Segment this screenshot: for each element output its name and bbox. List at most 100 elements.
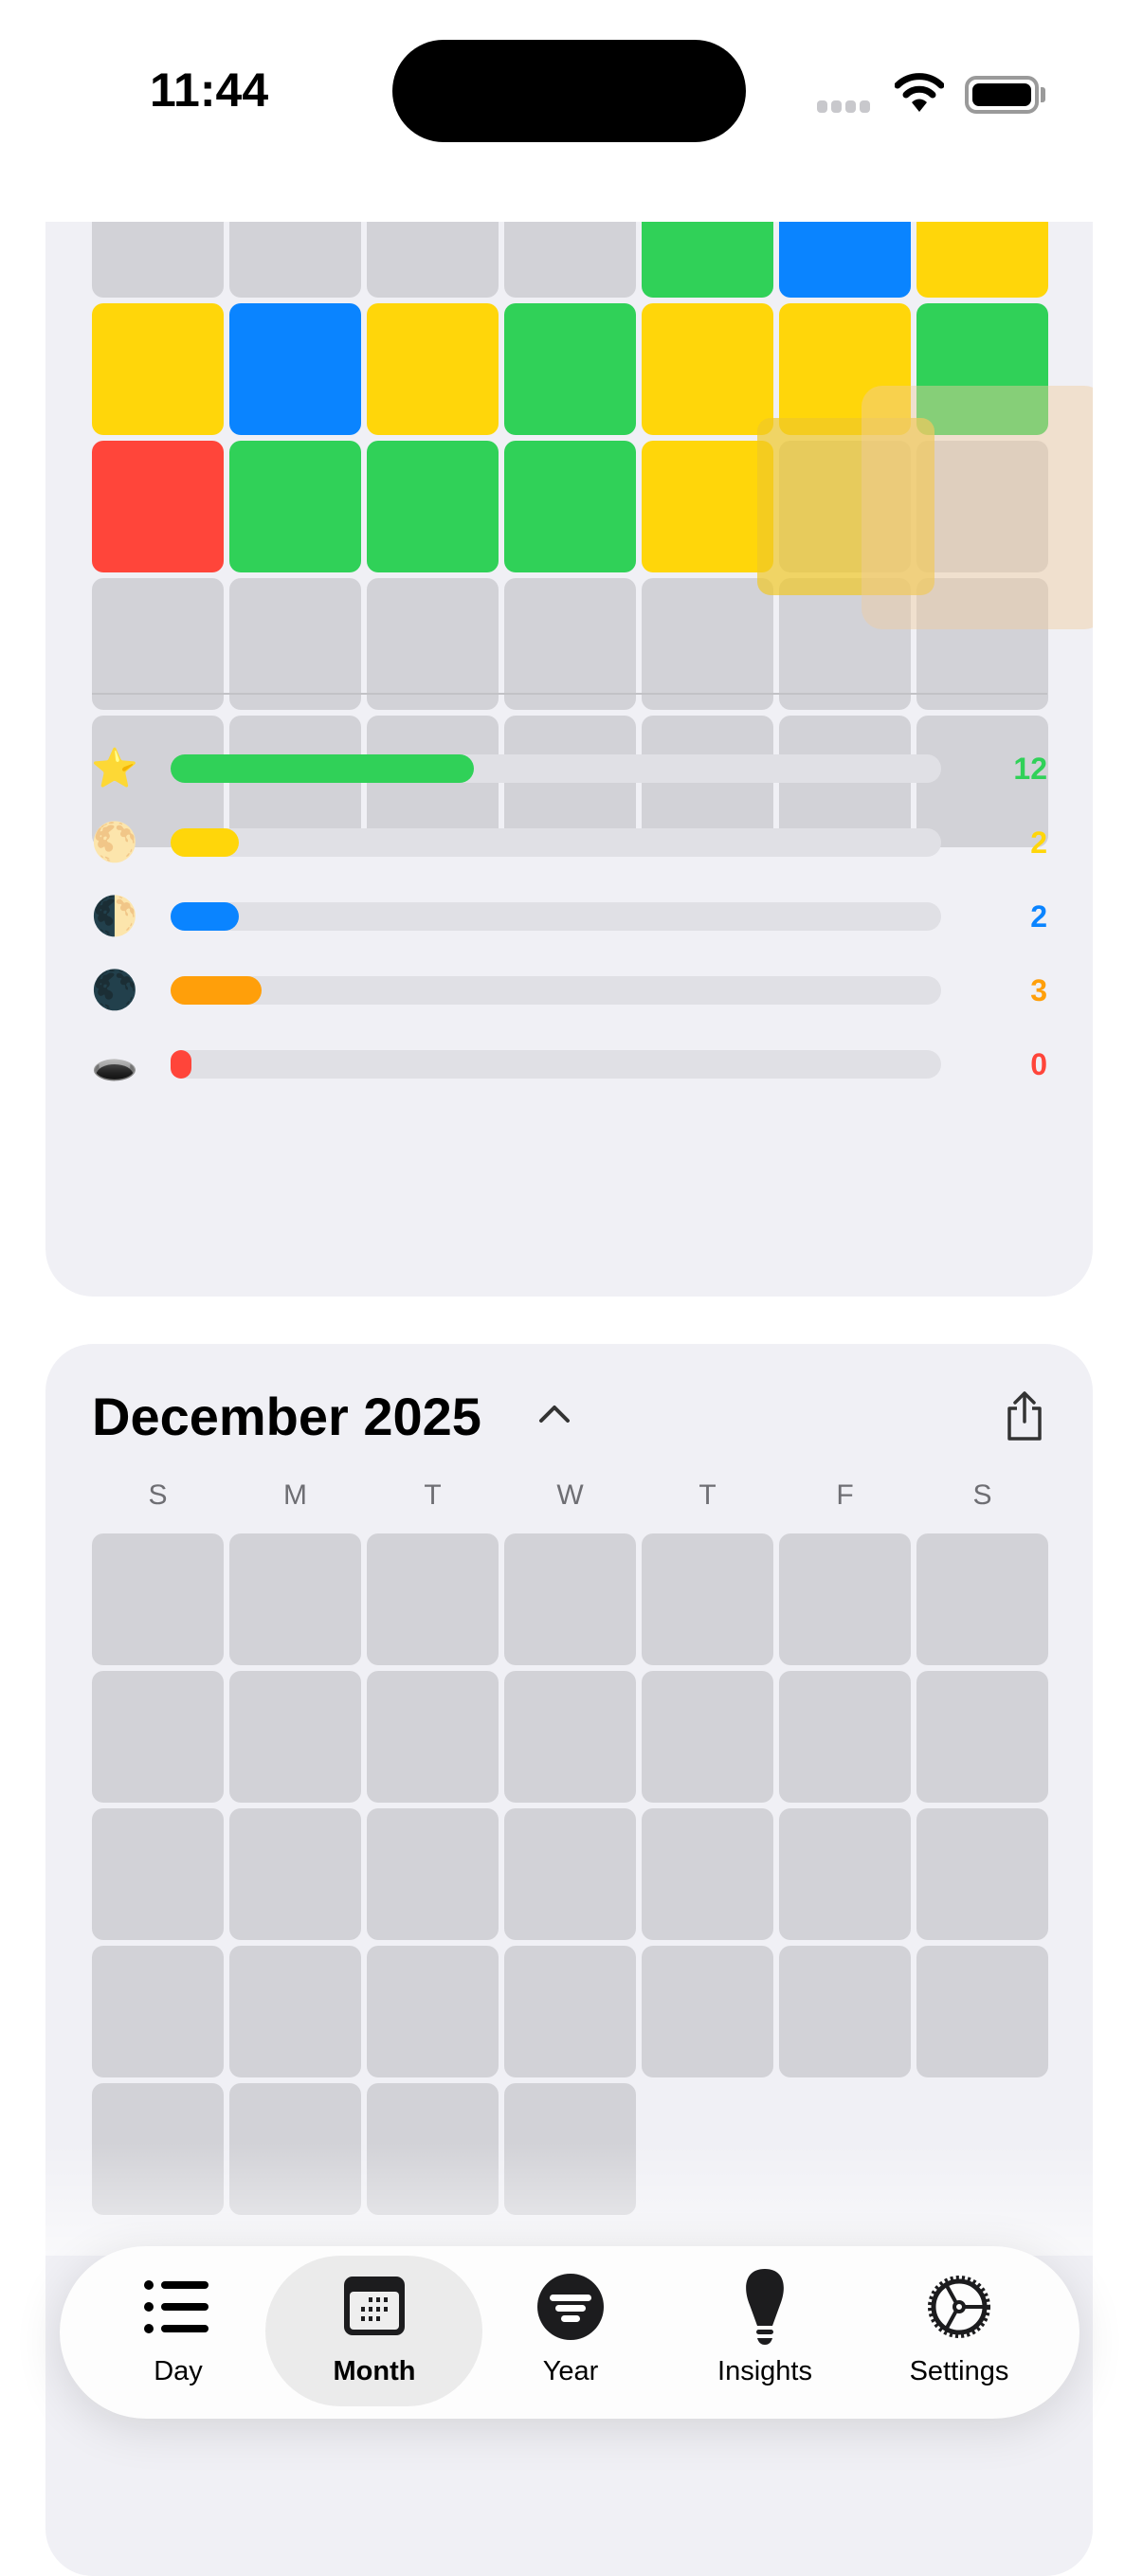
day-cell[interactable] xyxy=(229,1671,361,1803)
tab-month[interactable]: Month xyxy=(280,2246,469,2419)
calendar-icon xyxy=(344,2277,405,2335)
day-cell[interactable] xyxy=(916,303,1048,435)
day-cell[interactable] xyxy=(229,222,361,298)
day-cell[interactable] xyxy=(779,1671,911,1803)
weekday-label: T xyxy=(698,1479,717,1511)
stat-count: 2 xyxy=(1030,825,1047,860)
stat-bar-track xyxy=(171,902,941,931)
signal-icon xyxy=(817,100,827,113)
stat-bar-fill xyxy=(171,976,263,1005)
day-cell[interactable] xyxy=(779,1946,911,2077)
day-cell[interactable] xyxy=(779,578,911,710)
day-cell[interactable] xyxy=(779,303,911,435)
day-cell[interactable] xyxy=(916,222,1048,298)
stat-count: 2 xyxy=(1030,899,1047,934)
day-cell[interactable] xyxy=(916,1946,1048,2077)
day-cell[interactable] xyxy=(642,1808,773,1940)
day-cell[interactable] xyxy=(92,441,224,572)
weekday-label: F xyxy=(836,1479,854,1511)
day-cell[interactable] xyxy=(229,303,361,435)
day-cell[interactable] xyxy=(229,578,361,710)
weekday-label: S xyxy=(972,1479,992,1511)
day-cell[interactable] xyxy=(367,222,499,298)
previous-month-card: ⭐ 12 🌕 2 🌓 2 🌑 3 🕳️ 0 xyxy=(45,222,1093,1297)
tab-day[interactable]: Day xyxy=(83,2246,273,2419)
stat-bar-fill xyxy=(171,754,474,783)
half-moon-icon: 🌓 xyxy=(91,896,138,937)
signal-bar xyxy=(831,100,842,113)
day-cell[interactable] xyxy=(642,1671,773,1803)
day-cell[interactable] xyxy=(642,441,773,572)
day-cell[interactable] xyxy=(504,1808,636,1940)
tab-label: Day xyxy=(154,2356,203,2386)
battery-icon xyxy=(965,76,1039,114)
weekday-label: W xyxy=(556,1479,584,1511)
previous-month-card-viewport: ⭐ 12 🌕 2 🌓 2 🌑 3 🕳️ 0 xyxy=(45,222,1093,1297)
gear-icon xyxy=(928,2276,990,2338)
stat-bar-fill xyxy=(171,1050,191,1079)
weekday-label: M xyxy=(283,1479,307,1511)
tab-year[interactable]: Year xyxy=(476,2246,665,2419)
day-cell[interactable] xyxy=(642,222,773,298)
day-cell[interactable] xyxy=(92,1671,224,1803)
day-cell[interactable] xyxy=(779,222,911,298)
share-icon[interactable] xyxy=(1004,1389,1045,1442)
full-moon-icon: 🌕 xyxy=(91,822,138,863)
day-cell[interactable] xyxy=(504,1671,636,1803)
chevron-up-icon[interactable] xyxy=(538,1403,571,1424)
status-time: 11:44 xyxy=(150,63,269,117)
stat-count: 0 xyxy=(1030,1047,1047,1081)
tab-label: Month xyxy=(333,2356,416,2386)
day-cell[interactable] xyxy=(642,1533,773,1665)
day-cell[interactable] xyxy=(504,1533,636,1665)
stat-count: 3 xyxy=(1030,973,1047,1007)
day-cell[interactable] xyxy=(504,303,636,435)
day-cell[interactable] xyxy=(916,1533,1048,1665)
stat-bar-track xyxy=(171,754,941,783)
day-cell[interactable] xyxy=(92,222,224,298)
day-cell[interactable] xyxy=(916,1671,1048,1803)
day-cell[interactable] xyxy=(229,1808,361,1940)
day-cell[interactable] xyxy=(367,1533,499,1665)
day-cell[interactable] xyxy=(92,1808,224,1940)
day-cell[interactable] xyxy=(367,1808,499,1940)
day-cell[interactable] xyxy=(916,578,1048,710)
day-cell[interactable] xyxy=(92,303,224,435)
day-cell[interactable] xyxy=(367,441,499,572)
day-cell[interactable] xyxy=(916,441,1048,572)
stat-count: 12 xyxy=(1013,752,1047,786)
day-cell[interactable] xyxy=(504,578,636,710)
day-cell[interactable] xyxy=(229,1533,361,1665)
dynamic-island xyxy=(392,40,746,142)
day-cell[interactable] xyxy=(779,1533,911,1665)
tab-label: Settings xyxy=(909,2356,1009,2386)
day-cell[interactable] xyxy=(92,1533,224,1665)
day-cell[interactable] xyxy=(642,303,773,435)
new-moon-icon: 🌑 xyxy=(91,970,138,1011)
day-cell[interactable] xyxy=(367,578,499,710)
day-cell[interactable] xyxy=(92,1946,224,2077)
stat-bar-track xyxy=(171,1050,941,1079)
signal-bar xyxy=(845,100,856,113)
day-cell[interactable] xyxy=(367,303,499,435)
tab-label: Insights xyxy=(717,2356,812,2386)
day-cell[interactable] xyxy=(916,1808,1048,1940)
wifi-icon xyxy=(895,73,944,112)
day-cell[interactable] xyxy=(642,578,773,710)
day-cell[interactable] xyxy=(779,1808,911,1940)
day-cell[interactable] xyxy=(504,1946,636,2077)
weekday-label: T xyxy=(424,1479,442,1511)
day-cell[interactable] xyxy=(916,716,1048,847)
day-cell[interactable] xyxy=(367,1671,499,1803)
day-cell[interactable] xyxy=(504,441,636,572)
tab-settings[interactable]: Settings xyxy=(864,2246,1054,2419)
day-cell[interactable] xyxy=(367,1946,499,2077)
day-cell[interactable] xyxy=(229,1946,361,2077)
lightbulb-icon xyxy=(746,2269,784,2345)
day-cell[interactable] xyxy=(642,1946,773,2077)
day-cell[interactable] xyxy=(92,578,224,710)
tab-insights[interactable]: Insights xyxy=(670,2246,860,2419)
stat-bar-track xyxy=(171,828,941,857)
day-cell[interactable] xyxy=(504,222,636,298)
day-cell[interactable] xyxy=(229,441,361,572)
